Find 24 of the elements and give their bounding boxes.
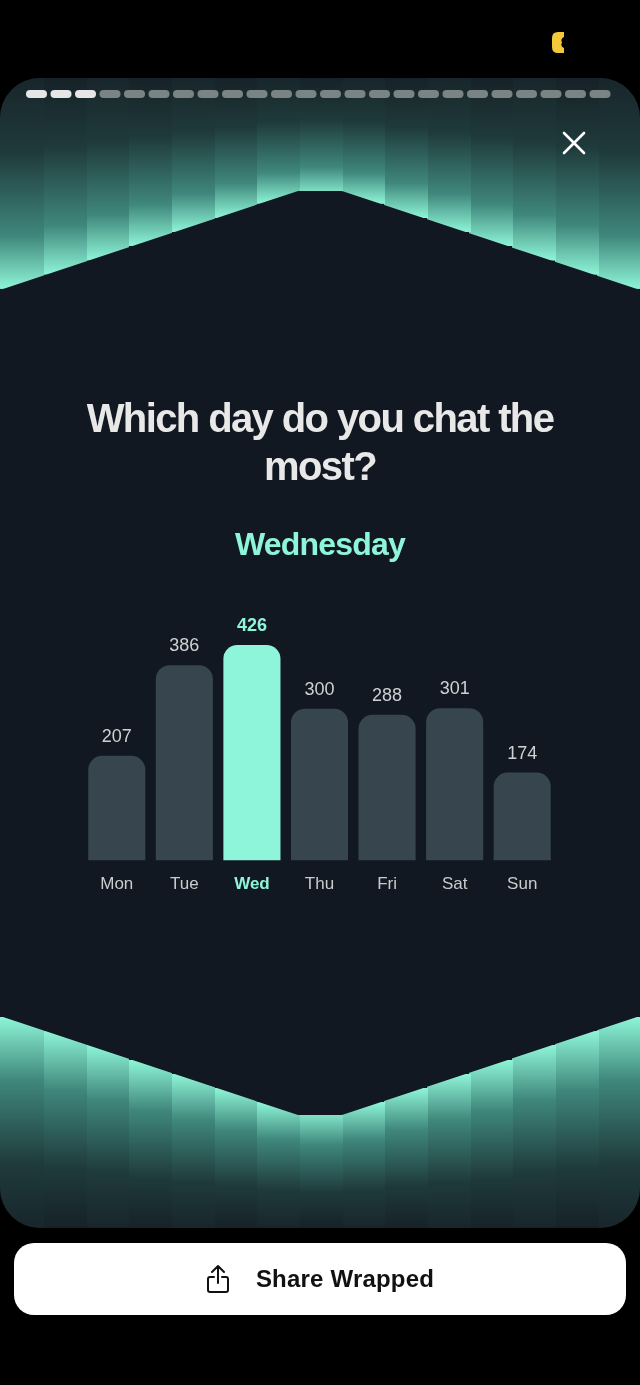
x-tick-label: Wed bbox=[234, 874, 270, 894]
bar bbox=[358, 714, 416, 861]
x-tick-label: Thu bbox=[304, 874, 335, 894]
x-tick-label: Mon bbox=[100, 874, 134, 894]
x-tick-label: Tue bbox=[170, 874, 199, 894]
x-tick-label: Fri bbox=[377, 874, 397, 894]
chart-subtitle: Wednesday bbox=[233, 525, 407, 564]
data-label: 288 bbox=[372, 684, 403, 705]
x-tick-label: Sun bbox=[507, 874, 538, 894]
bar bbox=[426, 708, 484, 861]
text: Share Wrapped bbox=[255, 1265, 435, 1293]
bar bbox=[493, 772, 551, 861]
bar bbox=[155, 665, 213, 861]
chart-title: Which day do you chat the most? bbox=[85, 395, 555, 490]
data-label: 301 bbox=[439, 678, 470, 699]
bar bbox=[88, 755, 146, 861]
data-label: 300 bbox=[304, 678, 335, 699]
data-label: 174 bbox=[507, 742, 538, 763]
bar bbox=[290, 708, 349, 861]
x-tick-label: Sat bbox=[441, 874, 468, 894]
data-label: 207 bbox=[101, 725, 132, 746]
data-label: 426 bbox=[236, 615, 267, 635]
bar bbox=[223, 645, 281, 861]
data-label: 386 bbox=[169, 635, 200, 656]
